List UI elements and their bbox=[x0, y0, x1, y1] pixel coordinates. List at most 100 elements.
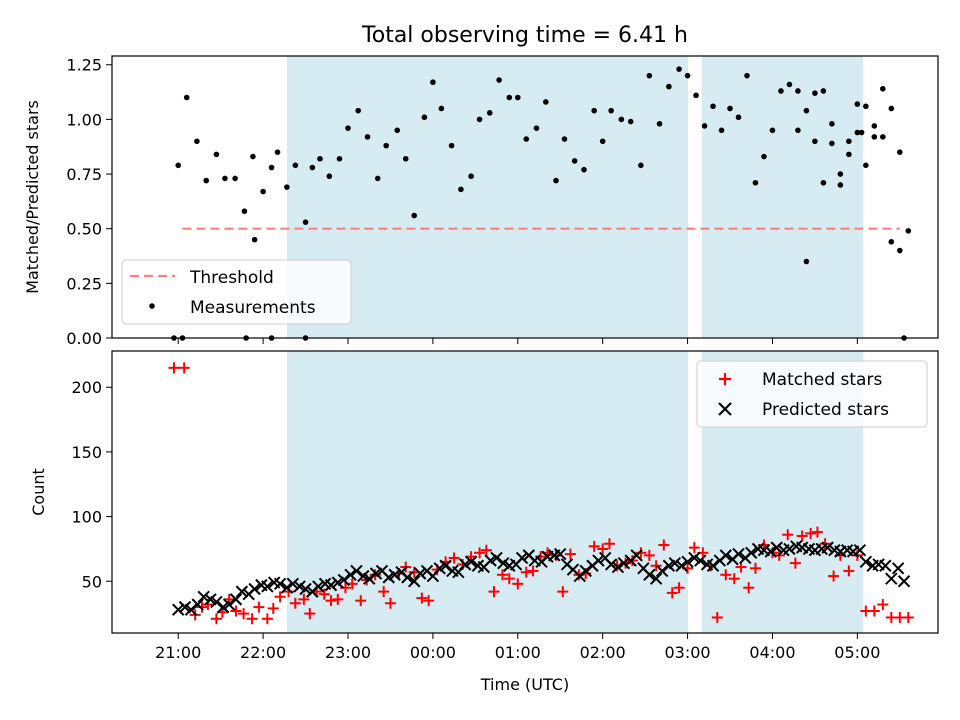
measurement-point bbox=[656, 120, 663, 127]
matched-star-marker bbox=[643, 549, 655, 561]
matched-star-marker bbox=[223, 593, 235, 605]
matched-star-marker bbox=[448, 552, 460, 564]
matched-star-marker bbox=[877, 599, 889, 611]
matched-star-marker bbox=[811, 526, 823, 538]
top-plot-frame bbox=[111, 55, 939, 339]
predicted-star-marker bbox=[337, 573, 350, 587]
measurement-point bbox=[761, 153, 767, 160]
bottom-xlabel: Time (UTC) bbox=[480, 675, 569, 694]
top-legend: Threshold Measurements bbox=[121, 259, 352, 325]
top-panel: Matched/Predicted stars 0.00 0.25 0.50 0.75… bbox=[23, 55, 939, 348]
measurement-point bbox=[837, 182, 844, 188]
measurement-point bbox=[896, 247, 903, 254]
bottom-ytick-label: 50 bbox=[82, 572, 102, 591]
predicted-star-marker bbox=[554, 547, 567, 561]
bottom-xtick-label: 02:00 bbox=[580, 643, 626, 662]
measurement-point bbox=[803, 107, 810, 114]
predicted-star-marker bbox=[184, 603, 198, 616]
matched-star-marker bbox=[650, 560, 662, 572]
matched-star-marker bbox=[711, 611, 723, 623]
matched-star-marker bbox=[210, 613, 222, 625]
matched-star-marker bbox=[743, 582, 755, 594]
measurement-point bbox=[795, 127, 801, 134]
predicted-star-marker bbox=[248, 582, 261, 596]
measurement-point bbox=[571, 158, 578, 164]
observing-span-1-top bbox=[287, 56, 688, 338]
predicted-star-marker bbox=[280, 581, 294, 594]
measurement-point bbox=[638, 162, 644, 169]
bottom-xtick-label: 23:00 bbox=[325, 643, 371, 662]
measurement-point bbox=[213, 151, 220, 158]
measurement-point bbox=[871, 134, 878, 140]
measurement-point bbox=[752, 179, 759, 186]
measurement-point bbox=[355, 107, 361, 114]
matched-star-marker bbox=[325, 595, 337, 607]
bottom-x-ticks: 21:00 22:00 23:00 00:00 01:00 02:00 03:00 04:00… bbox=[155, 633, 880, 662]
measurement-point bbox=[888, 105, 895, 112]
predicted-star-marker bbox=[579, 564, 592, 578]
bottom-xtick-label: 01:00 bbox=[495, 643, 541, 662]
measurement-point bbox=[701, 123, 708, 129]
measurement-point bbox=[274, 149, 281, 155]
measurement-point bbox=[179, 335, 186, 341]
predicted-star-marker bbox=[897, 575, 911, 588]
measurement-point bbox=[183, 94, 190, 101]
predicted-star-marker bbox=[439, 559, 452, 572]
matched-star-marker bbox=[749, 562, 761, 574]
measurement-point bbox=[858, 129, 865, 136]
measurement-point bbox=[438, 105, 445, 112]
predicted-star-marker bbox=[197, 590, 210, 603]
bottom-ytick-label: 100 bbox=[71, 508, 102, 527]
measurement-point bbox=[250, 153, 256, 160]
measurement-point bbox=[411, 212, 418, 219]
measurement-point bbox=[608, 107, 614, 114]
matched-star-marker bbox=[238, 608, 250, 620]
predicted-star-marker bbox=[821, 541, 834, 554]
matched-star-marker bbox=[488, 586, 500, 598]
matched-star-marker bbox=[728, 573, 740, 585]
measurement-point bbox=[302, 219, 309, 225]
measurement-point bbox=[896, 149, 903, 155]
predicted-stars-points bbox=[172, 540, 911, 616]
matched-star-marker bbox=[480, 544, 492, 556]
measurement-point bbox=[496, 77, 502, 83]
bottom-ytick-label: 200 bbox=[71, 378, 102, 397]
matched-stars-points bbox=[168, 362, 914, 625]
measurement-point bbox=[260, 188, 266, 195]
matched-star-marker bbox=[261, 613, 273, 625]
measurement-point bbox=[241, 208, 248, 215]
measurement-point bbox=[523, 136, 530, 142]
predicted-star-marker bbox=[401, 571, 414, 584]
matched-star-marker bbox=[497, 569, 509, 581]
legend-measurements-label: Measurements bbox=[190, 298, 316, 318]
measurement-point bbox=[506, 94, 513, 101]
legend-matched-swatch bbox=[719, 373, 731, 385]
measurement-point bbox=[553, 177, 559, 184]
measurement-point bbox=[421, 114, 428, 121]
predicted-star-marker bbox=[388, 568, 401, 581]
measurement-point bbox=[591, 107, 597, 114]
measurement-point bbox=[383, 142, 390, 149]
measurement-point bbox=[820, 179, 827, 186]
bottom-legend-box bbox=[696, 360, 928, 428]
legend-matched-label: Matched stars bbox=[762, 370, 882, 390]
matched-star-marker bbox=[597, 543, 609, 555]
predicted-star-marker bbox=[324, 578, 338, 592]
predicted-star-marker bbox=[649, 572, 663, 585]
predicted-star-marker bbox=[764, 545, 777, 558]
matched-star-marker bbox=[789, 557, 801, 569]
matched-star-marker bbox=[355, 595, 367, 607]
top-legend-box bbox=[121, 259, 352, 325]
measurement-point bbox=[394, 127, 401, 134]
measurement-point bbox=[402, 155, 409, 162]
measurement-point bbox=[175, 162, 182, 169]
top-ytick-label: 1.00 bbox=[66, 110, 102, 129]
matched-star-marker bbox=[828, 570, 840, 582]
measurement-point bbox=[676, 66, 682, 72]
measurement-point bbox=[871, 123, 878, 129]
measurement-point bbox=[880, 134, 886, 140]
matched-star-marker bbox=[527, 565, 539, 577]
measurement-point bbox=[561, 136, 568, 142]
measurement-point bbox=[309, 164, 316, 171]
